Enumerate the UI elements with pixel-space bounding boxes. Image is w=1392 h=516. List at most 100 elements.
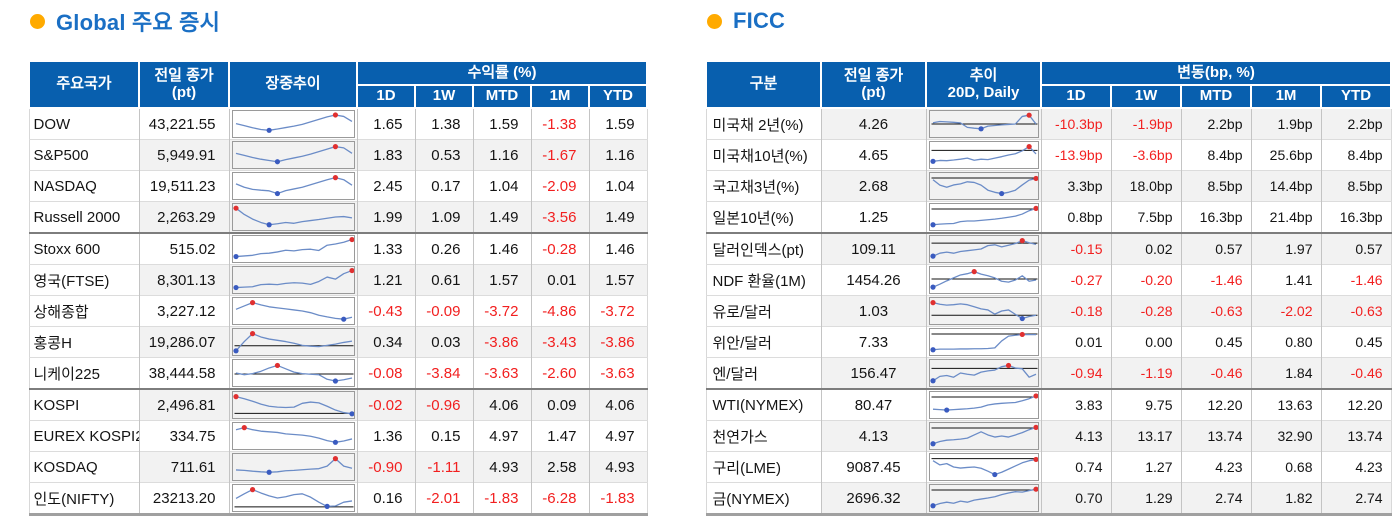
header-trend: 추이 20D, Daily [925, 60, 1042, 109]
trend-sparkline [928, 391, 1039, 419]
sparkline-line [235, 145, 352, 163]
sparkline-min-dot [340, 316, 346, 322]
value-cell-1d: -10.3bp [1040, 108, 1111, 140]
sparkline-min-dot [943, 407, 949, 413]
sparkline-line [235, 395, 352, 415]
trend-cell [228, 264, 357, 296]
trend-cell [228, 232, 357, 265]
value-cell-1m: -2.09 [530, 170, 589, 202]
trend-sparkline [231, 391, 355, 419]
value-cell-1d: -0.15 [1040, 232, 1111, 265]
table-row: 홍콩H 19,286.07 0.34 0.03 -3.86 -3.43 -3.86 [29, 326, 648, 358]
trend-cell [925, 170, 1041, 202]
value-cell-mtd: 4.23 [1180, 451, 1251, 483]
value-cell-1d: 0.16 [356, 482, 415, 515]
value-cell-1w: 0.53 [414, 139, 473, 171]
prev-close-value: 156.47 [820, 357, 926, 389]
value-cell-ytd: 1.49 [588, 201, 648, 233]
value-cell-ytd: 13.74 [1320, 420, 1392, 452]
row-label: 미국채10년(%) [706, 139, 821, 171]
value-cell-1d: 0.74 [1040, 451, 1111, 483]
value-cell-1d: -0.08 [356, 357, 415, 389]
value-cell-1w: 0.15 [414, 420, 473, 452]
sparkline-min-dot [929, 347, 936, 353]
header-category: 주요국가 [28, 60, 140, 109]
sparkline-max-dot [929, 300, 936, 306]
value-cell-ytd: -3.72 [588, 295, 648, 327]
table-row: 엔/달러 156.47 -0.94 -1.19 -0.46 1.84 -0.46 [706, 357, 1392, 389]
sparkline-line [235, 332, 352, 352]
trend-cell [925, 232, 1041, 265]
value-cell-1w: 0.17 [414, 170, 473, 202]
header-line: 20D, Daily [947, 83, 1020, 101]
sparkline-min-dot [991, 471, 997, 478]
value-cell-1d: 2.45 [356, 170, 415, 202]
value-cell-1w: -0.20 [1110, 264, 1181, 296]
sparkline-line [235, 457, 352, 473]
value-cell-1m: 0.01 [530, 264, 589, 296]
prev-close-value: 2,496.81 [138, 388, 229, 421]
value-cell-ytd: -0.46 [1320, 357, 1392, 389]
sparkline-max-dot [274, 362, 280, 369]
trend-cell [228, 170, 357, 202]
sparkline-chart [931, 112, 1037, 132]
sparkline-min-dot [1019, 315, 1025, 322]
sparkline-min-dot [274, 159, 280, 165]
row-label: NDF 환율(1M) [706, 264, 821, 296]
value-cell-ytd: 1.59 [588, 108, 648, 140]
table-row: DOW 43,221.55 1.65 1.38 1.59 -1.38 1.59 [29, 108, 648, 140]
sparkline-line [932, 395, 1036, 411]
value-cell-1m: -2.60 [530, 357, 589, 389]
value-cell-mtd: 16.3bp [1180, 201, 1251, 233]
table-row: 유로/달러 1.03 -0.18 -0.28 -0.63 -2.02 -0.63 [706, 295, 1392, 327]
trend-cell [925, 420, 1041, 452]
row-label: Stoxx 600 [29, 232, 139, 265]
trend-cell [228, 451, 357, 483]
global-markets-table: 주요국가 전일 종가 (pt) 장중추이 수익률 (%) 1D 1W MTD 1M YTD DOW… [28, 60, 649, 516]
sparkline-min-dot [348, 411, 354, 417]
section-title: Global 주요 증시 [28, 6, 646, 36]
sparkline-min-dot [232, 284, 239, 291]
sparkline-min-dot [929, 253, 936, 259]
prev-close-value: 109.11 [820, 232, 926, 265]
prev-close-value: 5,949.91 [138, 139, 229, 171]
table-row: 일본10년(%) 1.25 0.8bp 7.5bp 16.3bp 21.4bp 16.3bp [706, 201, 1392, 233]
row-label: 일본10년(%) [706, 201, 821, 233]
row-label: EUREX KOSPI200 [29, 420, 139, 452]
sparkline-line [235, 364, 352, 382]
header-change-group: 변동(bp, %) [1039, 60, 1392, 86]
sparkline-chart [232, 394, 354, 417]
value-cell-ytd: 12.20 [1320, 388, 1392, 421]
ficc-section: FICC 구분 전일 종가 (pt) 추이 20D, Daily 변동(bp, %) 1D 1… [705, 6, 1392, 516]
trend-cell [228, 357, 357, 389]
header-line: 장중추이 [265, 75, 321, 93]
sparkline-min-dot [274, 190, 280, 197]
value-cell-1m: 1.41 [1250, 264, 1321, 296]
value-cell-1d: 1.99 [356, 201, 415, 233]
value-cell-1w: 0.02 [1110, 232, 1181, 265]
table-row: 금(NYMEX) 2696.32 0.70 1.29 2.74 1.82 2.74 [706, 482, 1392, 515]
sparkline-line [235, 488, 352, 508]
trend-sparkline [928, 359, 1039, 387]
prev-close-value: 80.47 [820, 388, 926, 421]
trend-sparkline [928, 422, 1039, 450]
header-trend: 장중추이 [228, 60, 358, 109]
trend-sparkline [231, 235, 355, 263]
bullet-icon [707, 13, 722, 29]
table-row: 미국채10년(%) 4.65 -13.9bp -3.6bp 8.4bp 25.6bp 8.4… [706, 139, 1392, 171]
sparkline-max-dot [1032, 424, 1038, 430]
header-prev-close: 전일 종가 (pt) [820, 60, 927, 109]
sparkline-max-dot [1019, 331, 1025, 338]
header-line: (pt) [861, 83, 886, 101]
sparkline-min-dot [266, 469, 272, 475]
trend-cell [228, 326, 357, 358]
prev-close-value: 9087.45 [820, 451, 926, 483]
sparkline-line [235, 176, 352, 195]
sparkline-chart [235, 112, 352, 133]
trend-cell [228, 388, 357, 421]
trend-sparkline [231, 141, 355, 169]
prev-close-value: 7.33 [820, 326, 926, 358]
header-period-1m: 1M [530, 84, 590, 109]
sparkline-max-dot [249, 300, 255, 306]
prev-close-value: 1.25 [820, 201, 926, 233]
